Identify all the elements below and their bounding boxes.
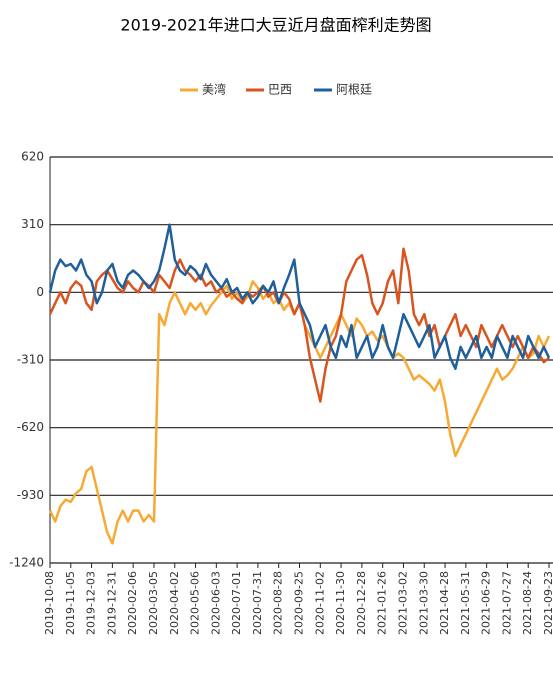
y-tick-label: -1240 bbox=[9, 556, 44, 570]
y-tick-label: -310 bbox=[17, 353, 44, 367]
x-tick-label: 2020-02-06 bbox=[126, 571, 139, 635]
x-tick-label: 2020-08-28 bbox=[272, 571, 285, 635]
x-tick-label: 2021-03-02 bbox=[396, 571, 409, 635]
x-tick-label: 2020-07-01 bbox=[230, 571, 243, 635]
x-tick-label: 2020-11-30 bbox=[334, 571, 347, 635]
x-tick-label: 2021-03-30 bbox=[417, 571, 430, 635]
x-tick-label: 2020-07-31 bbox=[251, 571, 264, 635]
series-line bbox=[48, 223, 551, 370]
legend-label: 巴西 bbox=[268, 83, 292, 97]
x-tick-label: 2019-10-08 bbox=[43, 571, 56, 635]
legend-label: 阿根廷 bbox=[336, 83, 372, 97]
x-tick-label: 2020-04-02 bbox=[168, 571, 181, 635]
x-tick-label: 2020-09-25 bbox=[293, 571, 306, 635]
series-line bbox=[48, 247, 550, 403]
x-tick-label: 2020-11-02 bbox=[313, 571, 326, 635]
x-tick-label: 2021-09-23 bbox=[542, 571, 553, 635]
x-tick-label: 2021-08-24 bbox=[521, 571, 534, 635]
y-tick-label: 620 bbox=[21, 150, 44, 164]
legend-label: 美湾 bbox=[202, 82, 226, 97]
x-tick-label: 2020-12-28 bbox=[355, 571, 368, 635]
x-tick-label: 2019-11-05 bbox=[64, 571, 77, 635]
y-tick-label: -620 bbox=[17, 420, 44, 434]
chart-title: 2019-2021年进口大豆近月盘面榨利走势图 bbox=[120, 16, 431, 35]
x-tick-label: 2020-06-03 bbox=[209, 571, 222, 635]
x-tick-label: 2021-07-27 bbox=[500, 571, 513, 635]
x-tick-label: 2021-05-31 bbox=[459, 571, 472, 635]
y-tick-label: -930 bbox=[17, 488, 44, 502]
y-tick-label: 310 bbox=[21, 217, 44, 231]
series-line bbox=[48, 280, 551, 545]
y-tick-label: 0 bbox=[36, 285, 44, 299]
x-tick-label: 2019-12-31 bbox=[105, 571, 118, 635]
x-tick-label: 2020-03-05 bbox=[147, 571, 160, 635]
x-tick-label: 2021-06-29 bbox=[480, 571, 493, 635]
x-tick-label: 2019-12-03 bbox=[85, 571, 98, 635]
x-tick-label: 2020-05-06 bbox=[189, 571, 202, 635]
x-tick-label: 2021-04-28 bbox=[438, 571, 451, 635]
x-tick-label: 2021-01-26 bbox=[376, 571, 389, 635]
